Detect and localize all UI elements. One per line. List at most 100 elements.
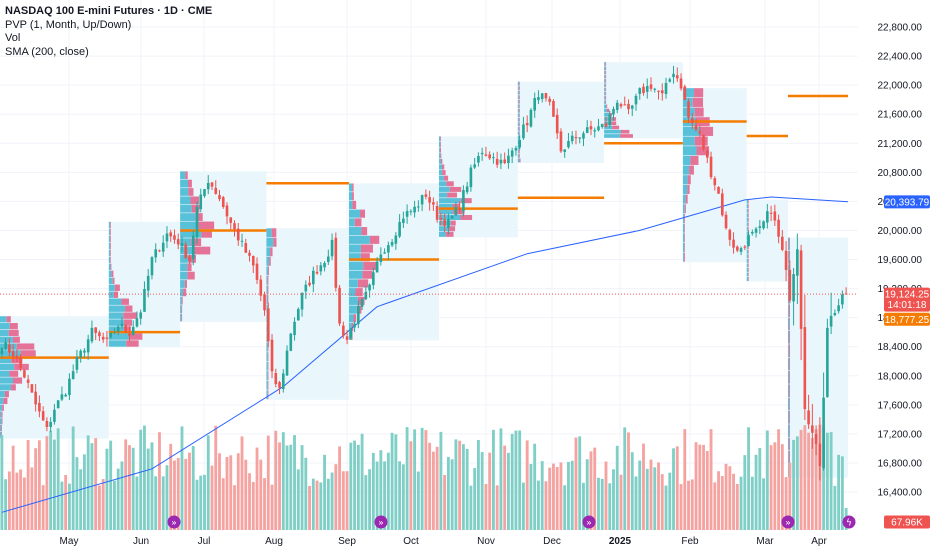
volume-bar[interactable]	[694, 442, 698, 530]
candle-body[interactable]	[597, 126, 600, 131]
volume-bar[interactable]	[435, 446, 439, 530]
volume-bar[interactable]	[668, 472, 672, 530]
candle-body[interactable]	[747, 234, 750, 246]
volume-bar[interactable]	[315, 480, 319, 530]
candle-body[interactable]	[649, 84, 653, 89]
candle-body[interactable]	[585, 127, 589, 133]
candle-body[interactable]	[0, 348, 4, 354]
volume-bar[interactable]	[82, 454, 86, 530]
candle-body[interactable]	[510, 150, 514, 157]
volume-bar[interactable]	[619, 474, 623, 530]
dividend-event-icon[interactable]: »	[167, 515, 181, 529]
candle-body[interactable]	[158, 250, 161, 252]
candle-body[interactable]	[514, 148, 518, 151]
volume-bar[interactable]	[739, 476, 743, 530]
candle-body[interactable]	[777, 219, 780, 237]
candle-body[interactable]	[154, 249, 158, 258]
volume-bar[interactable]	[728, 466, 732, 530]
volume-bar[interactable]	[645, 468, 649, 530]
volume-bar[interactable]	[792, 439, 796, 530]
candle-body[interactable]	[608, 114, 612, 126]
volume-bar[interactable]	[533, 443, 537, 530]
volume-bar[interactable]	[218, 453, 221, 530]
candle-body[interactable]	[372, 272, 375, 286]
volume-bar[interactable]	[428, 442, 432, 530]
candle-body[interactable]	[98, 332, 101, 337]
volume-bar[interactable]	[443, 474, 447, 530]
volume-bar[interactable]	[293, 435, 296, 530]
volume-bar[interactable]	[495, 485, 499, 530]
volume-bar[interactable]	[116, 468, 120, 530]
candle-body[interactable]	[203, 189, 206, 197]
candle-body[interactable]	[124, 325, 128, 332]
candle-body[interactable]	[473, 164, 476, 168]
lightning-event-icon[interactable]: ϟ	[842, 515, 856, 529]
volume-bar[interactable]	[109, 440, 113, 530]
poc-price-label[interactable]: 18,777.25	[884, 312, 930, 326]
volume-bar[interactable]	[379, 450, 383, 530]
volume-bar[interactable]	[529, 464, 533, 530]
candle-body[interactable]	[120, 323, 124, 327]
candle-body[interactable]	[582, 133, 585, 139]
candle-body[interactable]	[447, 218, 450, 228]
candle-body[interactable]	[398, 221, 401, 237]
candle-body[interactable]	[113, 332, 116, 334]
candle-body[interactable]	[240, 240, 244, 242]
volume-value-label[interactable]: 67.96K	[884, 515, 930, 529]
candle-body[interactable]	[713, 178, 717, 186]
volume-bar[interactable]	[439, 431, 443, 530]
volume-bar[interactable]	[334, 464, 338, 530]
candle-body[interactable]	[4, 342, 7, 350]
candle-body[interactable]	[86, 339, 90, 353]
candle-body[interactable]	[841, 294, 844, 305]
volume-bar[interactable]	[4, 479, 8, 530]
candle-body[interactable]	[563, 149, 567, 152]
volume-bar[interactable]	[368, 469, 372, 530]
volume-bar[interactable]	[71, 426, 75, 530]
candle-body[interactable]	[751, 231, 754, 234]
candle-body[interactable]	[507, 155, 510, 164]
volume-bar[interactable]	[188, 452, 191, 530]
candle-body[interactable]	[488, 154, 491, 159]
candle-body[interactable]	[229, 217, 233, 223]
candle-body[interactable]	[214, 187, 218, 194]
volume-bar[interactable]	[732, 473, 735, 530]
candle-body[interactable]	[818, 443, 822, 467]
volume-bar[interactable]	[544, 481, 548, 530]
volume-bar[interactable]	[563, 485, 567, 530]
volume-bar[interactable]	[638, 460, 642, 530]
volume-bar[interactable]	[225, 457, 229, 530]
candle-body[interactable]	[469, 167, 473, 188]
volume-bar[interactable]	[822, 426, 826, 530]
volume-bar[interactable]	[41, 485, 45, 530]
volume-bar[interactable]	[7, 471, 11, 530]
volume-bar[interactable]	[488, 452, 492, 530]
volume-bar[interactable]	[233, 485, 236, 530]
volume-bar[interactable]	[469, 485, 473, 530]
legend-sma[interactable]: SMA (200, close)	[5, 45, 89, 58]
volume-bar[interactable]	[154, 476, 158, 530]
volume-bar[interactable]	[308, 485, 311, 530]
candle-body[interactable]	[150, 257, 154, 276]
dividend-event-icon[interactable]: »	[781, 515, 795, 529]
candle-body[interactable]	[79, 350, 82, 358]
candle-body[interactable]	[657, 90, 660, 92]
candle-body[interactable]	[146, 275, 150, 291]
candle-body[interactable]	[128, 333, 131, 336]
candle-body[interactable]	[638, 88, 642, 94]
volume-bar[interactable]	[747, 427, 750, 530]
candle-body[interactable]	[589, 126, 593, 130]
candle-body[interactable]	[544, 92, 548, 99]
candle-body[interactable]	[206, 182, 210, 190]
volume-bar[interactable]	[199, 475, 203, 530]
volume-bar[interactable]	[236, 453, 240, 530]
volume-bar[interactable]	[777, 429, 781, 530]
candle-body[interactable]	[195, 206, 199, 238]
volume-bar[interactable]	[642, 443, 645, 530]
volume-bar[interactable]	[165, 465, 169, 530]
candle-body[interactable]	[668, 79, 672, 82]
candle-body[interactable]	[390, 242, 394, 246]
volume-bar[interactable]	[705, 450, 709, 530]
dividend-event-icon[interactable]: »	[374, 515, 388, 529]
